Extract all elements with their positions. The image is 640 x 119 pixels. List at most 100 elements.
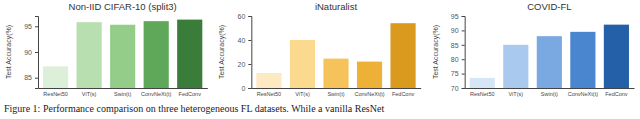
x-tick-label: ConvNeXt(t) [568, 91, 598, 97]
x-tick-label: ResNet50 [257, 91, 281, 97]
y-tick-mark [462, 74, 465, 75]
y-tick-mark [248, 16, 251, 17]
y-tick: 95 [24, 23, 38, 30]
chart-title: Non-IID CIFAR-10 (split3) [69, 1, 177, 12]
y-axis-title: Test Accuracy(%) [5, 25, 13, 79]
x-tick-label: ResNet50 [43, 91, 67, 97]
x-tick-label: ConvNeXt(t) [354, 91, 384, 97]
x-tick: ConvNeXt(t) [568, 88, 598, 97]
bar [177, 20, 202, 88]
x-tick-label: Swin(t) [327, 91, 344, 97]
bar [604, 25, 629, 88]
x-tick: ResNet50 [470, 88, 494, 97]
y-tick-mark [462, 45, 465, 46]
y-tick: 0 [241, 85, 251, 92]
x-tick: ConvNeXt(t) [141, 88, 171, 97]
y-tick-mark [248, 40, 251, 41]
x-tick-label: FedConv [605, 91, 628, 97]
y-tick-label: 85 [451, 42, 459, 49]
x-tick-label: ResNet50 [470, 91, 494, 97]
x-tick-label: ViT(s) [295, 91, 310, 97]
y-axis: 0 20 40 60 [238, 13, 252, 92]
y-tick: 40 [238, 37, 252, 44]
y-axis-line [462, 17, 466, 89]
x-tick-label: Swin(t) [114, 91, 131, 97]
y-tick-mark [248, 64, 251, 65]
x-tick-label: ViT(s) [509, 91, 524, 97]
x-tick: ResNet50 [43, 88, 67, 97]
bar [323, 59, 348, 88]
y-tick-mark [35, 26, 38, 27]
bars [470, 25, 629, 88]
x-tick: FedConv [605, 88, 628, 97]
x-tick: ViT(s) [82, 88, 97, 97]
y-tick-mark [248, 88, 251, 89]
y-tick: 70 [451, 85, 465, 92]
y-tick-label: 0 [241, 85, 245, 92]
chart-title: iNaturalist [315, 1, 358, 12]
chart-panel: 70 75 80 85 90 95 ResNet50 ViT(s) Swin(t) ConvNeX… [432, 1, 635, 97]
y-tick-label: 40 [238, 37, 246, 44]
x-axis-line [39, 88, 208, 89]
y-axis-title: Test Accuracy(%) [432, 25, 440, 79]
y-tick-label: 90 [451, 27, 459, 34]
y-tick-mark [35, 78, 38, 79]
y-tick: 20 [238, 61, 252, 68]
x-axis: ResNet50 ViT(s) Swin(t) ConvNeXt(t) FedConv [465, 88, 634, 97]
x-tick: Swin(t) [327, 88, 344, 97]
x-tick-label: FedConv [179, 91, 202, 97]
bar [470, 78, 495, 88]
x-tick: Swin(t) [541, 88, 558, 97]
y-axis: 70 75 80 85 90 95 [451, 13, 465, 92]
bar [290, 40, 315, 88]
y-axis-line [35, 17, 39, 89]
y-tick-mark [35, 52, 38, 53]
y-tick: 90 [451, 27, 465, 34]
y-tick: 90 [24, 49, 38, 56]
x-tick-label: ViT(s) [82, 91, 97, 97]
caption: Figure 1: Performance comparison on thre… [4, 103, 384, 114]
y-tick-label: 85 [24, 74, 32, 81]
bars [256, 23, 415, 88]
y-tick-label: 90 [24, 49, 32, 56]
y-tick-label: 70 [451, 85, 459, 92]
y-tick-label: 60 [238, 13, 246, 20]
x-tick: ViT(s) [295, 88, 310, 97]
y-axis-line [248, 17, 252, 89]
y-tick-label: 75 [451, 70, 459, 77]
figure: 85 90 95 ResNet50 ViT(s) Swin(t) ConvNeXt(t) Fe… [0, 0, 640, 119]
y-tick: 85 [24, 74, 38, 81]
y-tick: 75 [451, 70, 465, 77]
x-tick: ResNet50 [257, 88, 281, 97]
y-tick-mark [462, 88, 465, 89]
y-tick-mark [462, 30, 465, 31]
y-tick: 80 [451, 56, 465, 63]
y-tick-label: 95 [451, 13, 459, 20]
chart-panel: 0 20 40 60 ResNet50 ViT(s) Swin(t) ConvNeXt(t) F… [218, 1, 421, 97]
bar [77, 22, 102, 88]
y-axis-title: Test Accuracy(%) [218, 25, 226, 79]
x-axis-line [465, 88, 634, 89]
y-tick-label: 95 [24, 23, 32, 30]
y-tick-mark [462, 16, 465, 17]
bar [144, 21, 169, 88]
bar [537, 36, 562, 88]
x-tick: FedConv [179, 88, 202, 97]
x-tick: Swin(t) [114, 88, 131, 97]
y-tick-label: 80 [451, 56, 459, 63]
x-tick: ConvNeXt(t) [354, 88, 384, 97]
x-tick: FedConv [392, 88, 415, 97]
bar [357, 62, 382, 88]
bar [503, 45, 528, 88]
y-tick-label: 20 [238, 61, 246, 68]
bar [256, 73, 281, 88]
x-tick-label: Swin(t) [541, 91, 558, 97]
chart-title: COVID-FL [527, 1, 571, 12]
y-tick: 85 [451, 42, 465, 49]
bar [110, 25, 135, 88]
x-axis: ResNet50 ViT(s) Swin(t) ConvNeXt(t) FedConv [39, 88, 208, 97]
x-axis-line [252, 88, 421, 89]
bar [390, 23, 415, 88]
y-tick: 95 [451, 13, 465, 20]
y-axis: 85 90 95 [24, 17, 38, 89]
